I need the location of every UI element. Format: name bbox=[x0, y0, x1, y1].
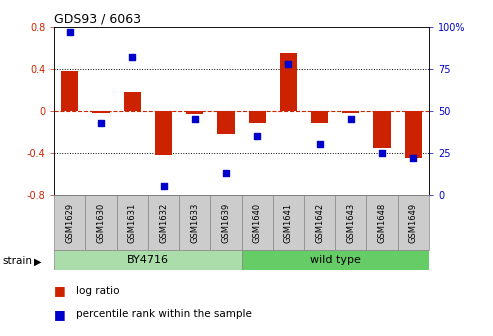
Bar bbox=[54, 195, 85, 250]
Point bbox=[222, 170, 230, 176]
Bar bbox=[211, 195, 242, 250]
Bar bbox=[335, 195, 366, 250]
Bar bbox=[304, 195, 335, 250]
Bar bbox=[124, 92, 141, 111]
Bar bbox=[242, 195, 273, 250]
Text: ▶: ▶ bbox=[34, 256, 41, 266]
Text: ■: ■ bbox=[54, 284, 66, 297]
Text: GSM1649: GSM1649 bbox=[409, 203, 418, 243]
Text: GSM1631: GSM1631 bbox=[128, 203, 137, 243]
Text: GSM1632: GSM1632 bbox=[159, 203, 168, 243]
Bar bbox=[217, 111, 235, 134]
Bar bbox=[85, 195, 117, 250]
Text: GSM1630: GSM1630 bbox=[97, 203, 106, 243]
Text: percentile rank within the sample: percentile rank within the sample bbox=[76, 309, 252, 319]
Point bbox=[284, 61, 292, 67]
Point bbox=[347, 117, 355, 122]
Text: GSM1640: GSM1640 bbox=[253, 203, 262, 243]
Bar bbox=[93, 111, 109, 113]
Point bbox=[160, 184, 168, 189]
Bar bbox=[117, 195, 148, 250]
Text: GSM1639: GSM1639 bbox=[221, 203, 230, 243]
Point bbox=[128, 54, 136, 60]
Bar bbox=[155, 111, 172, 155]
Bar bbox=[405, 111, 422, 158]
Text: GSM1643: GSM1643 bbox=[347, 203, 355, 243]
Text: GSM1641: GSM1641 bbox=[284, 203, 293, 243]
Bar bbox=[273, 195, 304, 250]
Point bbox=[253, 133, 261, 139]
Point bbox=[66, 29, 74, 35]
Point bbox=[409, 155, 417, 161]
Text: GSM1633: GSM1633 bbox=[190, 202, 199, 243]
Text: ■: ■ bbox=[54, 308, 66, 321]
Bar bbox=[54, 250, 242, 270]
Text: GSM1642: GSM1642 bbox=[315, 203, 324, 243]
Bar bbox=[179, 195, 211, 250]
Bar bbox=[61, 71, 78, 111]
Bar bbox=[248, 111, 266, 124]
Text: log ratio: log ratio bbox=[76, 286, 120, 296]
Bar bbox=[342, 111, 359, 113]
Point bbox=[316, 142, 323, 147]
Bar bbox=[280, 53, 297, 111]
Bar bbox=[398, 195, 429, 250]
Bar bbox=[148, 195, 179, 250]
Point bbox=[97, 120, 105, 125]
Bar bbox=[311, 111, 328, 124]
Text: GSM1648: GSM1648 bbox=[378, 203, 387, 243]
Bar bbox=[374, 111, 390, 148]
Text: BY4716: BY4716 bbox=[127, 255, 169, 265]
Bar bbox=[366, 195, 398, 250]
Text: GSM1629: GSM1629 bbox=[66, 203, 74, 243]
Bar bbox=[186, 111, 203, 114]
Text: strain: strain bbox=[2, 256, 33, 266]
Point bbox=[378, 150, 386, 156]
Bar bbox=[242, 250, 429, 270]
Text: wild type: wild type bbox=[310, 255, 361, 265]
Point bbox=[191, 117, 199, 122]
Text: GDS93 / 6063: GDS93 / 6063 bbox=[54, 13, 141, 26]
